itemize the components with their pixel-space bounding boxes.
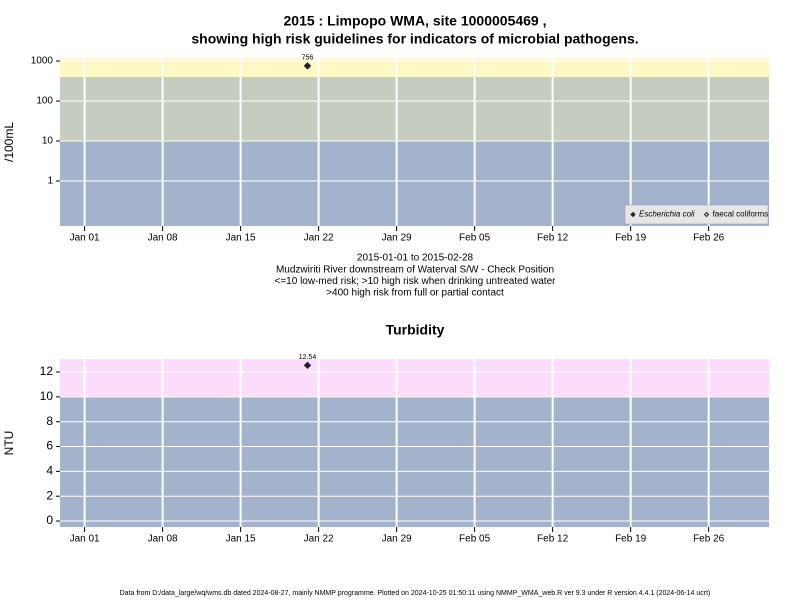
- y-tick-label: 10: [42, 136, 54, 147]
- x-tick-label: Feb 19: [615, 534, 647, 545]
- x-tick-label: Jan 29: [382, 534, 412, 545]
- legend-marker: [703, 211, 710, 218]
- data-point: [303, 361, 312, 370]
- chart-subtitle: showing high risk guidelines for indicat…: [191, 31, 638, 47]
- legend-box: [624, 204, 769, 225]
- chart-title: Turbidity: [386, 322, 445, 338]
- data-label: 12.54: [299, 354, 317, 361]
- x-tick-label: Jan 29: [382, 233, 412, 244]
- y-tick-label: 1000: [31, 56, 54, 67]
- y-axis-label: NTU: [2, 431, 16, 456]
- x-tick-label: Jan 08: [148, 534, 178, 545]
- footer: Data from D:/data_large/wq/wms.db dated …: [120, 590, 711, 597]
- data-label: 756: [302, 55, 314, 62]
- y-axis-label: /100mL: [2, 122, 16, 162]
- x-tick-label: Jan 22: [304, 534, 334, 545]
- y-tick-label: 0: [46, 513, 53, 527]
- chart-note: 2015-01-01 to 2015-02-28: [357, 253, 474, 264]
- risk-band: [60, 76, 769, 142]
- chart-note: >400 high risk from full or partial cont…: [326, 288, 504, 299]
- y-tick-label: 100: [36, 96, 53, 107]
- chart-note: <=10 low-med risk; >10 high risk when dr…: [275, 276, 557, 287]
- x-tick-label: Feb 26: [693, 534, 725, 545]
- x-tick-label: Jan 01: [70, 534, 100, 545]
- chart-note: Mudzwiriti River downstream of Waterval …: [276, 264, 554, 275]
- y-tick-label: 12: [40, 364, 54, 378]
- chart-title: 2015 : Limpopo WMA, site 1000005469 ,: [284, 13, 547, 29]
- y-tick-label: 6: [46, 439, 53, 453]
- x-tick-label: Feb 26: [693, 233, 725, 244]
- y-tick-label: 2: [46, 488, 53, 502]
- risk-band: [60, 359, 769, 397]
- risk-band: [60, 396, 769, 527]
- x-tick-label: Jan 15: [226, 534, 256, 545]
- x-tick-label: Jan 01: [70, 233, 100, 244]
- x-tick-label: Feb 05: [459, 233, 491, 244]
- risk-band: [60, 58, 769, 77]
- x-tick-label: Feb 12: [537, 233, 569, 244]
- legend-label: Escherichia coli: [639, 210, 695, 219]
- legend-label: faecal coliforms: [713, 210, 769, 219]
- legend-marker: [630, 211, 636, 218]
- x-tick-label: Feb 05: [459, 534, 491, 545]
- x-tick-label: Feb 19: [615, 233, 647, 244]
- y-tick-label: 8: [46, 414, 53, 428]
- data-point: [303, 62, 312, 70]
- x-tick-label: Jan 22: [304, 233, 334, 244]
- x-tick-label: Feb 12: [537, 534, 569, 545]
- y-tick-label: 4: [46, 464, 53, 478]
- x-tick-label: Jan 15: [226, 233, 256, 244]
- y-tick-label: 1: [47, 176, 53, 187]
- y-tick-label: 10: [40, 389, 54, 403]
- x-tick-label: Jan 08: [148, 233, 178, 244]
